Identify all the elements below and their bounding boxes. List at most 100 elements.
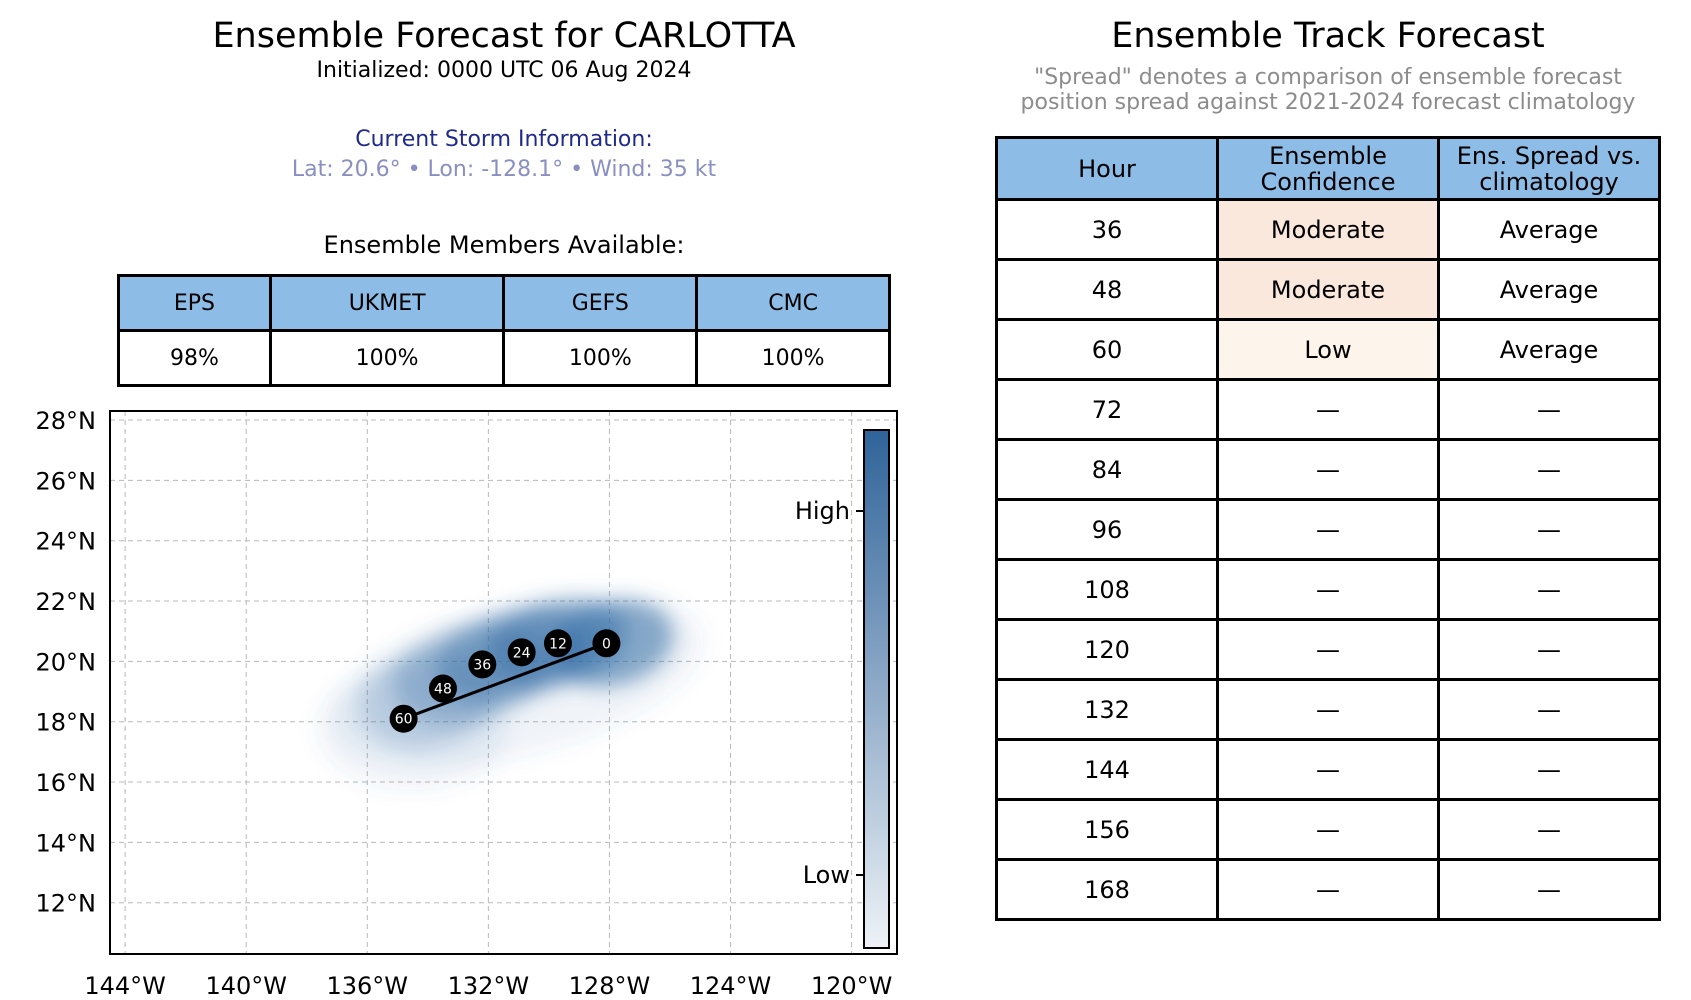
row-hour: 60 bbox=[995, 318, 1219, 381]
row-hour: 108 bbox=[995, 558, 1219, 621]
track-point-marker bbox=[428, 674, 457, 703]
member-value-gefs: 100% bbox=[502, 329, 699, 387]
y-tick-label: 18°N bbox=[36, 709, 97, 737]
row-spread: — bbox=[1437, 738, 1661, 801]
table-row: 72— — bbox=[995, 378, 1661, 441]
map-frame bbox=[109, 410, 898, 955]
row-confidence: — bbox=[1216, 558, 1440, 621]
ensemble-track-map: 0 12 24 36 48 60 144°W 140°W 136°W 132°W 128°W 124… bbox=[36, 407, 898, 1000]
row-hour: 144 bbox=[995, 738, 1219, 801]
header-hour: Hour bbox=[995, 136, 1219, 201]
track-point-label: 60 bbox=[395, 712, 413, 728]
track-point-label: 24 bbox=[513, 645, 531, 661]
table-row: 132— — bbox=[995, 678, 1661, 741]
row-hour: 96 bbox=[995, 498, 1219, 561]
track-point-marker bbox=[592, 629, 621, 658]
members-table: EPS UKMET GEFS CMC 98% 100% 100% 100% bbox=[117, 274, 891, 387]
row-confidence: — bbox=[1216, 858, 1440, 921]
row-confidence: Moderate bbox=[1216, 198, 1440, 261]
track-point-marker bbox=[468, 650, 497, 679]
row-hour: 120 bbox=[995, 618, 1219, 681]
row-hour: 132 bbox=[995, 678, 1219, 741]
x-tick-label: 144°W bbox=[84, 972, 166, 1000]
table-row: 144— — bbox=[995, 738, 1661, 801]
row-confidence: — bbox=[1216, 378, 1440, 441]
row-confidence: — bbox=[1216, 498, 1440, 561]
x-tick-label: 136°W bbox=[327, 972, 409, 1000]
track-density-shading bbox=[317, 593, 704, 790]
track-point-marker bbox=[389, 704, 418, 733]
track-forecast-title: Ensemble Track Forecast bbox=[1111, 16, 1545, 56]
members-header-row: EPS UKMET GEFS CMC bbox=[117, 274, 891, 332]
table-row: 108— — bbox=[995, 558, 1661, 621]
row-spread: — bbox=[1437, 618, 1661, 681]
row-spread: — bbox=[1437, 438, 1661, 501]
table-row: 96— — bbox=[995, 498, 1661, 561]
table-row: 48 Moderate Average bbox=[995, 258, 1661, 321]
table-row: 120— — bbox=[995, 618, 1661, 681]
y-tick-label: 24°N bbox=[36, 528, 97, 556]
spread-note-line-2: position spread against 2021-2024 foreca… bbox=[1020, 90, 1636, 115]
storm-info-heading: Current Storm Information: bbox=[355, 127, 653, 152]
row-hour: 72 bbox=[995, 378, 1219, 441]
track-point: 48 bbox=[428, 674, 457, 703]
track-point-marker bbox=[543, 629, 572, 658]
row-hour: 168 bbox=[995, 858, 1219, 921]
spread-note-line-1: "Spread" denotes a comparison of ensembl… bbox=[1034, 65, 1622, 90]
table-row: 84— — bbox=[995, 438, 1661, 501]
row-spread: Average bbox=[1437, 198, 1661, 261]
initialized-time: Initialized: 0000 UTC 06 Aug 2024 bbox=[316, 58, 692, 83]
track-point: 12 bbox=[543, 629, 572, 658]
row-spread: Average bbox=[1437, 258, 1661, 321]
table-row: 156— — bbox=[995, 798, 1661, 861]
track-point-label: 12 bbox=[549, 636, 567, 652]
track-point: 24 bbox=[507, 638, 536, 667]
table-row: 60 Low Average bbox=[995, 318, 1661, 381]
row-spread: — bbox=[1437, 558, 1661, 621]
row-confidence: — bbox=[1216, 798, 1440, 861]
colorbar: High Low bbox=[795, 429, 890, 949]
x-tick-label: 128°W bbox=[569, 972, 651, 1000]
members-value-row: 98% 100% 100% 100% bbox=[117, 329, 891, 387]
header-spread-line-1: Ens. Spread vs. bbox=[1456, 141, 1642, 170]
member-value-eps: 98% bbox=[117, 329, 272, 387]
y-tick-label: 20°N bbox=[36, 648, 97, 676]
y-tick-label: 16°N bbox=[36, 769, 97, 797]
y-tick-label: 12°N bbox=[36, 890, 97, 918]
storm-info-line: Lat: 20.6° • Lon: -128.1° • Wind: 35 kt bbox=[291, 157, 717, 182]
header-confidence: Ensemble Confidence bbox=[1216, 136, 1440, 201]
track-point-label: 48 bbox=[434, 682, 452, 698]
track-point-label: 36 bbox=[473, 657, 491, 673]
row-hour: 36 bbox=[995, 198, 1219, 261]
header-spread-line-2: climatology bbox=[1479, 167, 1619, 196]
member-model-gefs: GEFS bbox=[502, 274, 699, 332]
colorbar-gradient bbox=[863, 429, 890, 949]
y-tick-label: 26°N bbox=[36, 467, 97, 495]
x-axis-ticks: 144°W 140°W 136°W 132°W 128°W 124°W 120°W bbox=[84, 972, 892, 1000]
member-model-cmc: CMC bbox=[695, 274, 891, 332]
row-confidence: — bbox=[1216, 738, 1440, 801]
x-tick-label: 124°W bbox=[690, 972, 772, 1000]
row-confidence: Low bbox=[1216, 318, 1440, 381]
forecast-title: Ensemble Forecast for CARLOTTA bbox=[212, 16, 796, 56]
row-hour: 84 bbox=[995, 438, 1219, 501]
x-tick-label: 140°W bbox=[205, 972, 287, 1000]
track-point: 36 bbox=[468, 650, 497, 679]
row-spread: — bbox=[1437, 498, 1661, 561]
x-tick-label: 120°W bbox=[811, 972, 893, 1000]
row-confidence: — bbox=[1216, 678, 1440, 741]
track-point-label: 0 bbox=[602, 636, 611, 652]
member-model-ukmet: UKMET bbox=[268, 274, 506, 332]
density-blob bbox=[317, 593, 704, 790]
track-line bbox=[403, 641, 607, 721]
y-axis-ticks: 12°N 14°N 16°N 18°N 20°N 22°N 24°N 26°N 28°N bbox=[36, 407, 97, 918]
row-spread: — bbox=[1437, 678, 1661, 741]
y-tick-label: 28°N bbox=[36, 407, 97, 435]
row-confidence: Moderate bbox=[1216, 258, 1440, 321]
header-confidence-line-1: Ensemble bbox=[1269, 141, 1387, 170]
row-spread: — bbox=[1437, 798, 1661, 861]
colorbar-low-label: Low bbox=[803, 861, 850, 889]
header-confidence-line-2: Confidence bbox=[1260, 167, 1396, 196]
track-forecast-table: Hour Ensemble Confidence Ens. Spread vs.… bbox=[995, 136, 1661, 921]
table-row: 168— — bbox=[995, 858, 1661, 921]
